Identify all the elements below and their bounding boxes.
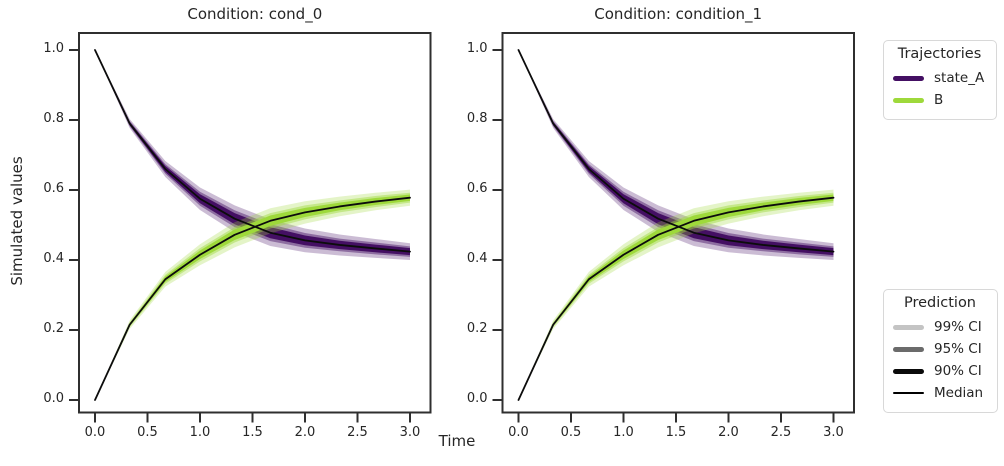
median-line-swatch <box>893 392 924 394</box>
y-tick-label: 0.6 <box>43 181 64 196</box>
median-line-B <box>94 196 411 401</box>
y-tick-label: 0.4 <box>43 251 64 266</box>
y-tick-label: 0.2 <box>43 321 64 336</box>
prediction-legend-title: Prediction <box>903 295 977 311</box>
state-a-line-swatch <box>893 75 924 81</box>
band-ci95-B <box>95 192 410 400</box>
legend-item-90ci: 90% CI <box>893 360 987 382</box>
x-tick-label: 0.0 <box>84 425 106 440</box>
ci99-line-swatch <box>893 324 924 330</box>
legend-label: Median <box>934 385 984 401</box>
y-tick-label: 0.8 <box>466 111 488 126</box>
x-tick-label: 1.0 <box>613 425 634 440</box>
ci90-line-swatch <box>893 368 924 374</box>
band-ci95-B <box>518 192 834 400</box>
y-tick-label: 0.4 <box>466 251 488 266</box>
median-line-state_A <box>517 49 835 253</box>
legend-label: state_A <box>934 70 985 86</box>
x-tick-label: 1.0 <box>189 425 211 440</box>
x-tick-label: 3.0 <box>399 425 421 440</box>
x-tick-label: 1.5 <box>242 425 263 440</box>
median-line-state_A <box>94 49 411 253</box>
axes-spines <box>78 32 432 414</box>
y-tick-label: 1.0 <box>466 41 488 56</box>
median-line-B <box>517 196 835 401</box>
x-tick-label: 2.5 <box>347 425 368 440</box>
y-tick-label: 0.0 <box>466 391 488 406</box>
b-line-swatch <box>893 97 924 103</box>
right-panel-title: Condition: condition_1 <box>594 5 763 23</box>
band-ci99-state_A <box>95 50 410 260</box>
y-tick-label: 0.2 <box>466 321 488 336</box>
legend-label: 99% CI <box>934 319 982 335</box>
ci95-line-swatch <box>893 346 924 352</box>
left-panel-title: Condition: cond_0 <box>187 5 323 23</box>
band-ci99-state_A <box>518 50 834 260</box>
y-tick-label: 0.0 <box>43 391 64 406</box>
legend-item-99ci: 99% CI <box>893 316 987 338</box>
trajectories-legend-title: Trajectories <box>897 46 982 62</box>
legend-label: 90% CI <box>934 363 982 379</box>
y-tick-label: 0.8 <box>43 111 64 126</box>
x-tick-label: 2.5 <box>770 425 792 440</box>
legend-item-state-a: state_A <box>893 67 986 89</box>
x-tick-label: 2.0 <box>294 425 316 440</box>
x-tick-label: 0.5 <box>137 425 158 440</box>
prediction-legend: Prediction 99% CI 95% CI 90% CI Median <box>883 289 998 413</box>
legend-item-95ci: 95% CI <box>893 338 987 360</box>
axes-spines <box>501 32 855 414</box>
x-tick-label: 0.5 <box>560 425 582 440</box>
legend-label: B <box>934 92 944 108</box>
x-tick-label: 0.0 <box>508 425 529 440</box>
legend-item-median: Median <box>893 382 987 404</box>
x-axis-label: Time <box>438 432 476 450</box>
y-axis-label: Simulated values <box>8 156 26 286</box>
x-tick-label: 1.5 <box>665 425 687 440</box>
legend-label: 95% CI <box>934 341 982 357</box>
x-tick-label: 3.0 <box>823 425 844 440</box>
x-tick-label: 2.0 <box>718 425 739 440</box>
y-tick-label: 0.6 <box>466 181 488 196</box>
legend-item-b: B <box>893 89 986 111</box>
trajectories-legend: Trajectories state_A B <box>883 40 997 120</box>
y-tick-label: 1.0 <box>43 41 64 56</box>
